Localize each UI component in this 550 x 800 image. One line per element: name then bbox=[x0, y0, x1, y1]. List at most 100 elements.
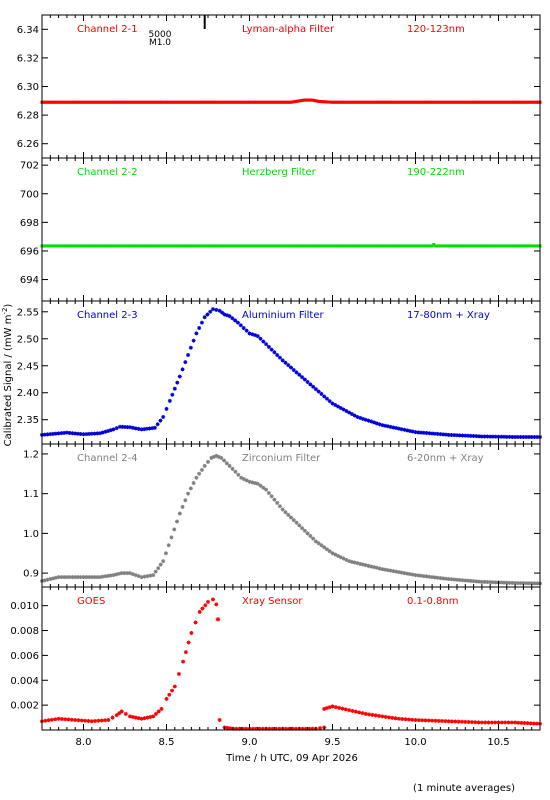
data-point bbox=[515, 434, 520, 439]
data-point bbox=[250, 480, 255, 485]
data-point bbox=[142, 716, 147, 721]
data-point bbox=[90, 244, 94, 248]
data-point bbox=[458, 244, 462, 248]
data-point bbox=[277, 100, 281, 104]
data-point bbox=[384, 244, 388, 248]
channel-label: GOES bbox=[77, 596, 105, 607]
data-point bbox=[448, 244, 452, 248]
data-point bbox=[67, 100, 71, 104]
band-label: 120-123nm bbox=[407, 24, 465, 35]
data-point bbox=[211, 454, 216, 459]
data-point bbox=[133, 100, 137, 104]
data-point bbox=[479, 579, 484, 584]
data-point bbox=[336, 404, 341, 409]
data-point bbox=[360, 100, 364, 104]
data-point bbox=[324, 547, 329, 552]
data-point bbox=[421, 430, 426, 435]
data-point bbox=[289, 515, 293, 520]
data-point bbox=[493, 244, 497, 248]
data-point bbox=[502, 434, 507, 439]
data-point bbox=[516, 720, 521, 725]
data-point bbox=[172, 386, 177, 391]
data-point bbox=[493, 720, 498, 725]
data-point bbox=[324, 396, 329, 401]
data-point bbox=[144, 426, 149, 431]
y-axis-label-close: ) bbox=[3, 304, 14, 308]
data-point bbox=[126, 100, 130, 104]
data-point bbox=[261, 100, 265, 104]
data-point bbox=[125, 244, 129, 248]
data-point bbox=[450, 719, 455, 724]
data-point bbox=[67, 244, 71, 248]
data-point bbox=[400, 717, 405, 722]
data-point bbox=[425, 100, 429, 104]
data-point bbox=[108, 573, 113, 578]
data-point bbox=[480, 244, 484, 248]
data-point bbox=[324, 706, 329, 711]
x-tick-label: 9.5 bbox=[325, 737, 341, 748]
data-point bbox=[363, 417, 368, 422]
data-point bbox=[475, 100, 479, 104]
data-point bbox=[103, 718, 108, 723]
data-point bbox=[286, 244, 290, 248]
data-point bbox=[308, 534, 313, 539]
data-point bbox=[515, 581, 520, 586]
data-point bbox=[150, 244, 154, 248]
data-point bbox=[297, 372, 302, 377]
data-point bbox=[227, 463, 232, 468]
data-point bbox=[455, 433, 459, 438]
data-point bbox=[412, 244, 416, 248]
data-point bbox=[186, 100, 190, 104]
data-point bbox=[73, 718, 78, 723]
data-point bbox=[305, 379, 310, 384]
data-point bbox=[388, 568, 393, 573]
data-point bbox=[364, 244, 368, 248]
data-point bbox=[47, 100, 51, 104]
data-point bbox=[385, 424, 390, 429]
data-point bbox=[347, 244, 351, 248]
x-tick-label: 10.5 bbox=[487, 737, 509, 748]
data-point bbox=[161, 415, 166, 420]
data-point bbox=[294, 244, 298, 248]
data-point bbox=[155, 244, 159, 248]
data-point bbox=[498, 244, 502, 248]
data-point bbox=[146, 100, 150, 104]
data-point bbox=[440, 719, 445, 724]
data-point bbox=[290, 726, 295, 731]
data-point bbox=[462, 100, 466, 104]
data-point bbox=[48, 577, 53, 582]
data-point bbox=[502, 580, 507, 585]
data-point bbox=[297, 244, 301, 248]
data-point bbox=[86, 244, 90, 248]
data-point bbox=[418, 100, 422, 104]
data-point bbox=[136, 716, 141, 721]
data-point bbox=[369, 564, 374, 569]
data-point bbox=[321, 244, 325, 248]
data-point bbox=[47, 244, 51, 248]
data-point bbox=[469, 720, 474, 725]
data-point bbox=[244, 244, 248, 248]
data-point bbox=[322, 244, 326, 248]
data-point bbox=[473, 100, 477, 104]
data-point bbox=[524, 434, 529, 439]
data-point bbox=[326, 244, 330, 248]
data-point bbox=[271, 100, 275, 104]
data-point bbox=[266, 344, 271, 349]
data-point bbox=[302, 377, 307, 382]
data-point bbox=[91, 100, 95, 104]
data-point bbox=[355, 561, 360, 566]
data-point bbox=[489, 720, 494, 725]
data-point bbox=[416, 573, 421, 578]
data-point bbox=[441, 432, 446, 437]
data-point bbox=[123, 425, 127, 430]
data-point bbox=[163, 100, 167, 104]
data-point bbox=[330, 704, 335, 709]
data-point bbox=[466, 578, 471, 583]
data-point bbox=[520, 244, 524, 248]
data-point bbox=[355, 244, 359, 248]
data-point bbox=[521, 244, 525, 248]
data-point bbox=[410, 429, 415, 434]
data-point bbox=[264, 100, 268, 104]
data-point bbox=[68, 244, 72, 248]
data-point bbox=[482, 434, 487, 439]
